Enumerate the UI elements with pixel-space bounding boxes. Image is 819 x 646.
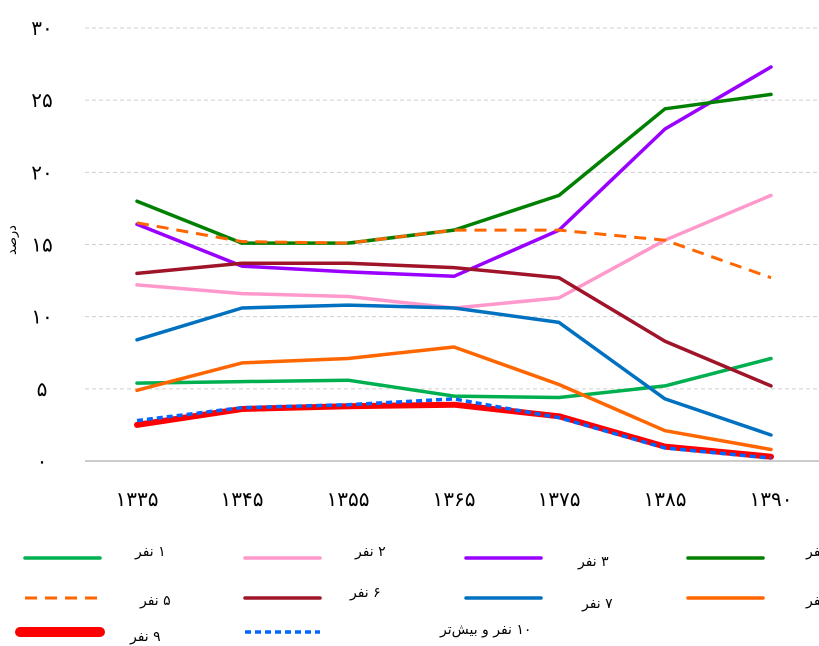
legend-label: ۴ نفر bbox=[805, 544, 819, 560]
legend-label: ۹ نفر bbox=[129, 629, 161, 645]
legend-label: ۱ نفر bbox=[134, 544, 166, 560]
series-line bbox=[135, 261, 773, 388]
series-line bbox=[135, 92, 773, 245]
series-lines bbox=[134, 65, 774, 460]
y-tick-label: ۱۵ bbox=[31, 233, 52, 257]
series-line bbox=[136, 397, 772, 460]
y-tick-label: ۳۰ bbox=[31, 16, 52, 40]
x-tick-label: ۱۳۸۵ bbox=[644, 487, 687, 511]
y-tick-label: ۲۵ bbox=[31, 88, 52, 112]
series-line bbox=[136, 221, 772, 280]
y-tick-label: ۱۰ bbox=[31, 305, 52, 329]
series-line bbox=[135, 356, 773, 400]
x-tick-label: ۱۳۹۰ bbox=[750, 487, 793, 511]
legend-label: ۶ نفر bbox=[349, 585, 381, 601]
x-tick-label: ۱۳۳۵ bbox=[116, 487, 159, 511]
y-tick-label: ۰ bbox=[37, 449, 48, 473]
y-axis-title: درصد bbox=[5, 225, 20, 255]
x-axis-tick-labels: ۱۳۳۵ ۱۳۴۵ ۱۳۵۵ ۱۳۶۵ ۱۳۷۵ ۱۳۸۵ ۱۳۹۰ bbox=[116, 487, 793, 511]
legend-label: ۸ نفر bbox=[805, 593, 819, 609]
legend-label: ۳ نفر bbox=[577, 554, 609, 570]
y-axis-tick-labels: ۰ ۵ ۱۰ ۱۵ ۲۰ ۲۵ ۳۰ bbox=[31, 16, 52, 473]
series-line bbox=[135, 193, 773, 310]
legend-label: ۲ نفر bbox=[354, 544, 386, 560]
series-line bbox=[135, 303, 773, 437]
y-tick-label: ۲۰ bbox=[31, 160, 52, 184]
gridlines bbox=[85, 27, 819, 390]
x-tick-label: ۱۳۴۵ bbox=[221, 487, 264, 511]
x-tick-label: ۱۳۷۵ bbox=[538, 487, 581, 511]
y-tick-label: ۵ bbox=[37, 377, 48, 401]
legend-label: ۷ نفر bbox=[581, 596, 613, 612]
legend-label: ۵ نفر bbox=[139, 593, 171, 609]
legend-label: ۱۰ نفر و بیش‌تر bbox=[439, 622, 531, 638]
legend: ۱ نفر ۲ نفر ۳ نفر ۴ نفر ۵ نفر ۶ نفر ۷ نفر ۸ نفر… bbox=[15, 544, 819, 645]
series-line bbox=[135, 345, 773, 452]
series-line bbox=[135, 65, 773, 279]
x-tick-label: ۱۳۵۵ bbox=[327, 487, 370, 511]
x-tick-label: ۱۳۶۵ bbox=[433, 487, 476, 511]
